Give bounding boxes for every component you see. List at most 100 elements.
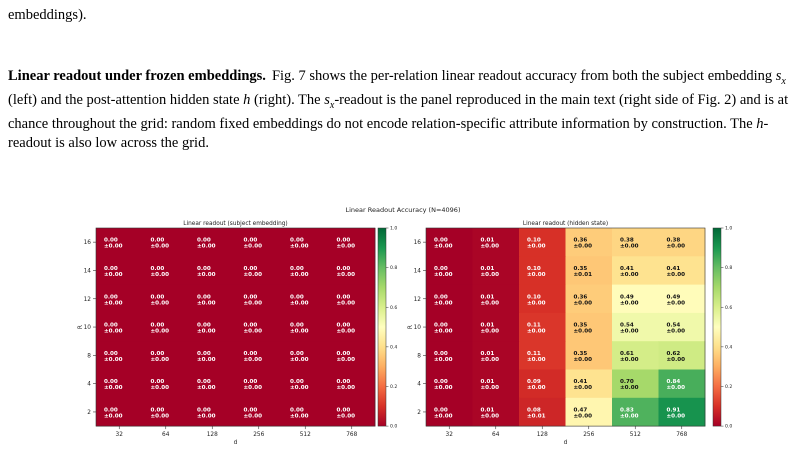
cell-value-label: 0.00 (197, 266, 211, 272)
heatmap-cell (472, 284, 520, 314)
preceding-text: embeddings). (8, 7, 87, 23)
heatmap-cell (142, 397, 190, 427)
heatmap-cell (612, 397, 659, 427)
cell-error-label: ±0.00 (434, 272, 453, 278)
colorbar (377, 227, 387, 427)
colorbar-tick-label: 0.4 (390, 344, 397, 350)
heatmap-cell (426, 312, 473, 342)
cell-value-label: 0.00 (104, 266, 118, 272)
cell-error-label: ±0.00 (151, 272, 170, 278)
y-tick-label: 16 (414, 240, 422, 246)
math-symbol: sx (775, 68, 786, 87)
cell-error-label: ±0.00 (527, 329, 546, 335)
heatmap-cell (96, 312, 143, 342)
cell-value-label: 0.41 (574, 379, 588, 385)
heatmap-cell (612, 228, 659, 257)
colorbar-tick-label: 0.8 (390, 265, 397, 271)
math-symbol: sx (324, 91, 335, 111)
colorbar-tick-label: 0.2 (390, 384, 397, 390)
y-axis-label: R (78, 325, 84, 329)
y-tick-label: 12 (414, 297, 422, 303)
cell-value-label: 0.00 (151, 407, 165, 413)
cell-error-label: ±0.00 (574, 357, 593, 363)
cell-value-label: 0.01 (481, 407, 495, 413)
cell-error-label: ±0.00 (337, 244, 356, 250)
y-tick-label: 16 (84, 240, 92, 246)
heatmap-cell (472, 369, 520, 399)
heatmap-cell (96, 341, 143, 370)
heatmap-cell (189, 341, 236, 370)
cell-value-label: 0.00 (197, 323, 211, 329)
cell-value-label: 0.00 (337, 407, 351, 413)
cell-value-label: 0.00 (337, 294, 351, 300)
heatmap-cell (282, 369, 329, 399)
cell-error-label: ±0.00 (290, 329, 309, 335)
cell-error-label: ±0.00 (574, 329, 593, 335)
cell-value-label: 0.00 (434, 323, 448, 329)
y-axis-label: R (408, 325, 414, 329)
cell-error-label: ±0.00 (337, 385, 356, 391)
colorbar-tick-label: 0.6 (390, 305, 397, 311)
heatmap-cell (328, 256, 376, 285)
cell-value-label: 0.00 (197, 379, 211, 385)
heatmap-cell (282, 284, 329, 314)
cell-value-label: 0.00 (290, 379, 304, 385)
y-tick-label: 8 (417, 353, 421, 359)
cell-value-label: 0.00 (151, 238, 165, 244)
heatmap-cell (658, 341, 706, 370)
cell-error-label: ±0.00 (290, 300, 309, 306)
heatmap-cell (328, 284, 376, 314)
cell-error-label: ±0.00 (197, 385, 216, 391)
y-tick-label: 4 (417, 382, 421, 388)
cell-error-label: ±0.00 (667, 244, 686, 250)
cell-error-label: ±0.00 (527, 244, 546, 250)
y-tick-label: 10 (84, 325, 92, 331)
cell-value-label: 0.00 (197, 294, 211, 300)
x-tick-label: 256 (583, 432, 594, 438)
cell-value-label: 0.00 (151, 294, 165, 300)
paragraph-heading: Linear readout under frozen embeddings. (8, 68, 266, 84)
cell-value-label: 0.10 (527, 266, 541, 272)
x-axis-label: d (234, 440, 238, 446)
heatmap-cell (142, 256, 190, 285)
y-tick-label: 2 (417, 410, 421, 416)
heatmap-cell (612, 341, 659, 370)
cell-error-label: ±0.00 (620, 413, 639, 419)
cell-error-label: ±0.00 (151, 300, 170, 306)
cell-value-label: 0.00 (197, 407, 211, 413)
heatmap-cell (658, 284, 706, 314)
cell-error-label: ±0.00 (337, 272, 356, 278)
cell-error-label: ±0.00 (620, 272, 639, 278)
x-tick-label: 128 (207, 432, 218, 438)
heatmap-cell (426, 369, 473, 399)
cell-error-label: ±0.00 (244, 244, 263, 250)
heatmap-cell (96, 369, 143, 399)
cell-value-label: 0.54 (620, 323, 634, 329)
colorbar-tick-label: 1.0 (725, 226, 732, 232)
cell-error-label: ±0.00 (151, 385, 170, 391)
cell-value-label: 0.00 (244, 323, 258, 329)
heatmap-cell (328, 397, 376, 427)
heatmap-cell (189, 312, 236, 342)
cell-error-label: ±0.00 (104, 329, 123, 335)
colorbar-tick-label: 1.0 (390, 226, 397, 232)
heatmap-cell (142, 312, 190, 342)
cell-value-label: 0.11 (527, 323, 541, 329)
cell-value-label: 0.00 (104, 294, 118, 300)
heatmap-cell (472, 397, 520, 427)
paragraph-text-segment: (right). The (250, 91, 325, 108)
heatmap-cell (96, 228, 143, 257)
heatmap-cell (519, 256, 566, 285)
heatmap-cell (565, 256, 613, 285)
heatmap-cell (189, 284, 236, 314)
cell-value-label: 0.00 (337, 351, 351, 357)
heatmap-cell (235, 341, 283, 370)
cell-value-label: 0.00 (151, 323, 165, 329)
cell-value-label: 0.00 (434, 379, 448, 385)
cell-error-label: ±0.01 (574, 272, 593, 278)
cell-value-label: 0.00 (104, 351, 118, 357)
cell-value-label: 0.49 (667, 294, 681, 300)
cell-value-label: 0.00 (337, 238, 351, 244)
cell-value-label: 0.10 (527, 294, 541, 300)
